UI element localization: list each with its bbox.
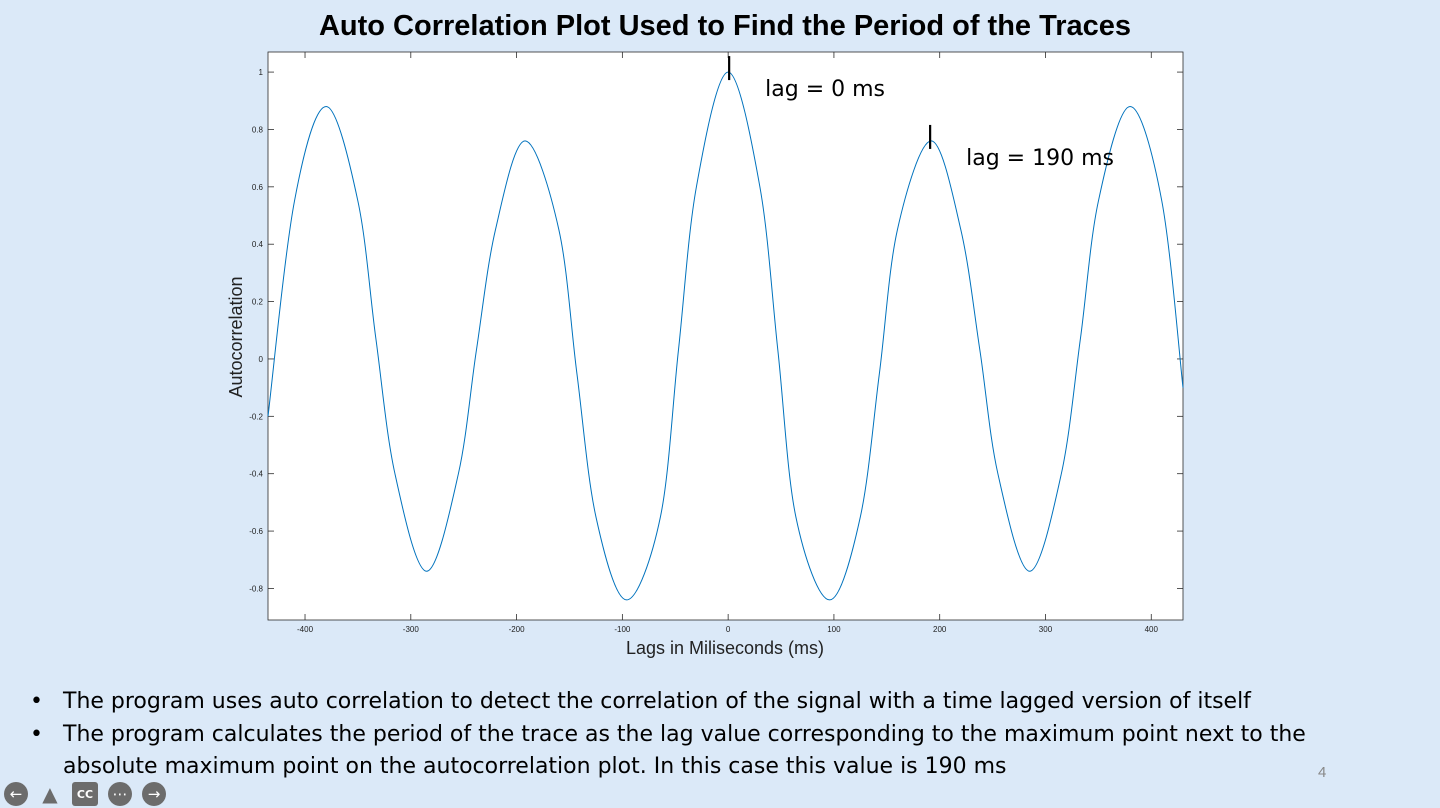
bullet-item: The program uses auto correlation to det… — [28, 686, 1328, 718]
slide-title: Auto Correlation Plot Used to Find the P… — [318, 10, 1132, 42]
y-tick-label: 0.4 — [252, 240, 264, 249]
x-tick-label: 100 — [827, 625, 841, 634]
x-axis-label: Lags in Miliseconds (ms) — [626, 638, 824, 658]
bullet-item: The program calculates the period of the… — [28, 719, 1328, 783]
x-tick-label: 200 — [933, 625, 947, 634]
annotations: lag = 0 ms lag = 190 ms — [728, 56, 1114, 171]
y-tick-label: 0.8 — [252, 125, 264, 134]
y-tick-label: -0.8 — [249, 584, 263, 593]
peak-annotation-label: lag = 0 ms — [765, 77, 885, 102]
x-tick-label: 300 — [1039, 625, 1053, 634]
y-tick-label: 0.6 — [252, 183, 264, 192]
captions-icon[interactable]: CC — [72, 782, 98, 806]
x-tick-label: 400 — [1145, 625, 1159, 634]
y-axis-label: Autocorrelation — [226, 276, 246, 397]
y-tick-label: -0.6 — [249, 527, 263, 536]
y-axis-ticks: -0.8 -0.6 -0.4 -0.2 0 0.2 0.4 0.6 0.8 1 — [249, 68, 1183, 593]
bullet-list: The program uses auto correlation to det… — [28, 686, 1328, 784]
peak-annotation-label: lag = 190 ms — [966, 146, 1114, 171]
more-options-icon[interactable]: ⋯ — [108, 782, 132, 806]
y-tick-label: -0.2 — [249, 412, 263, 421]
y-tick-label: 0 — [259, 355, 264, 364]
autocorrelation-chart: -400 -300 -200 -100 0 100 200 300 400 -0.8-0.6-0… — [226, 51, 1184, 658]
x-tick-label: -400 — [297, 625, 314, 634]
y-tick-label: 0.2 — [252, 298, 264, 307]
y-tick-label: -0.4 — [249, 470, 263, 479]
next-icon[interactable]: → — [142, 782, 166, 806]
previous-icon[interactable]: ← — [4, 782, 28, 806]
x-tick-label: 0 — [726, 625, 731, 634]
x-tick-label: -100 — [614, 625, 631, 634]
x-tick-label: -200 — [509, 625, 526, 634]
y-tick-label: 1 — [259, 68, 264, 77]
pointer-icon[interactable]: ▲ — [42, 782, 58, 806]
plot-area — [267, 51, 1184, 621]
player-controls: ← ▲ CC ⋯ → — [4, 782, 166, 806]
page-number: 4 — [1318, 764, 1327, 781]
x-axis-ticks: -400 -300 -200 -100 0 100 200 300 400 — [297, 52, 1158, 634]
x-tick-label: -300 — [403, 625, 420, 634]
